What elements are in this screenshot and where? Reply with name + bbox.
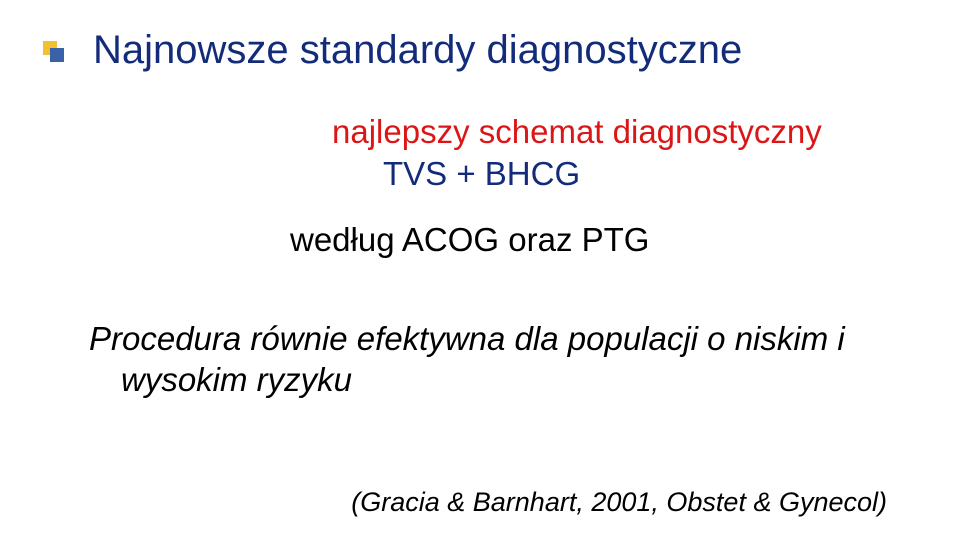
slide-title: Najnowsze standardy diagnostyczne bbox=[93, 28, 742, 73]
procedure-line-2: wysokim ryzyku bbox=[121, 361, 352, 399]
according-text: według ACOG oraz PTG bbox=[290, 221, 649, 259]
bullet-icon bbox=[43, 41, 64, 62]
scheme-text: TVS + BHCG bbox=[383, 155, 580, 193]
citation-text: (Gracia & Barnhart, 2001, Obstet & Gynec… bbox=[351, 487, 887, 518]
bullet-blue-square bbox=[50, 48, 64, 62]
slide: Najnowsze standardy diagnostyczne najlep… bbox=[0, 0, 959, 556]
procedure-line-1: Procedura równie efektywna dla populacji… bbox=[89, 320, 845, 358]
slide-subtitle: najlepszy schemat diagnostyczny bbox=[332, 113, 822, 151]
